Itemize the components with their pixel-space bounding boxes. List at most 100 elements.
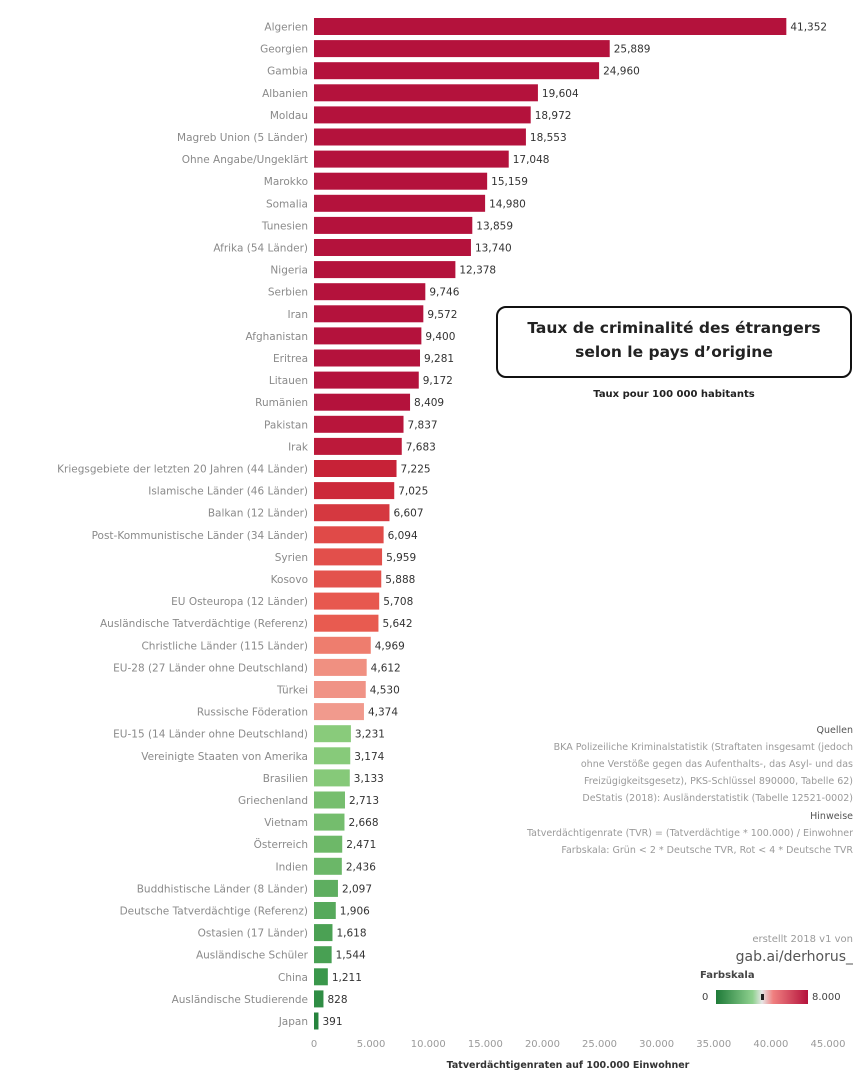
category-label: Iran <box>287 309 308 321</box>
value-label: 9,746 <box>429 287 459 299</box>
category-label: Balkan (12 Länder) <box>208 508 308 520</box>
bars-group <box>314 18 787 1030</box>
bar <box>314 968 328 986</box>
bar <box>314 791 345 809</box>
hints-block: Hinweise Tatverdächtigenrate (TVR) = (Ta… <box>413 808 853 859</box>
category-label: EU-28 (27 Länder ohne Deutschland) <box>113 662 308 674</box>
value-label: 12,378 <box>459 265 496 277</box>
value-label: 2,471 <box>346 839 376 851</box>
category-label: Afghanistan <box>245 331 308 343</box>
value-label: 5,708 <box>383 596 413 608</box>
x-tick-label: 30.000 <box>639 1039 674 1050</box>
bar <box>314 924 333 942</box>
bar <box>314 725 351 743</box>
legend-max-label: 8.000 <box>812 992 841 1003</box>
hints-heading: Hinweise <box>810 811 853 822</box>
bar <box>314 703 364 721</box>
bar <box>314 504 390 522</box>
x-tick-label: 45.000 <box>811 1039 846 1050</box>
bar <box>314 216 473 234</box>
bar <box>314 482 395 500</box>
category-label: Tunesien <box>261 220 308 232</box>
category-label: Magreb Union (5 Länder) <box>177 132 308 144</box>
value-label: 5,888 <box>385 574 415 586</box>
category-label: Rumänien <box>255 397 308 409</box>
category-label: Serbien <box>268 287 308 299</box>
bar <box>314 305 424 323</box>
value-label: 2,668 <box>348 817 378 829</box>
category-label: Pakistan <box>264 419 308 431</box>
value-label: 1,211 <box>332 972 362 984</box>
category-label: Indien <box>276 861 308 873</box>
sources-line: Freizügigkeitsgesetz), PKS-Schlüssel 890… <box>583 776 853 787</box>
bar <box>314 40 610 58</box>
category-label: Albanien <box>262 88 308 100</box>
category-label: Türkei <box>276 685 308 697</box>
category-label: Vereinigte Staaten von Amerika <box>141 751 308 763</box>
hints-line: Farbskala: Grün < 2 * Deutsche TVR, Rot … <box>561 845 853 856</box>
x-tick-label: 40.000 <box>753 1039 788 1050</box>
sources-line: DeStatis (2018): Ausländerstatistik (Tab… <box>582 793 853 804</box>
category-label: Georgien <box>260 44 308 56</box>
category-label: Russische Föderation <box>197 707 308 719</box>
bar <box>314 526 384 544</box>
category-label: Ausländische Tatverdächtige (Referenz) <box>100 618 308 630</box>
category-label: Eritrea <box>273 353 308 365</box>
value-label: 2,436 <box>346 861 376 873</box>
value-label: 14,980 <box>489 198 526 210</box>
bar <box>314 769 350 787</box>
category-label: EU-15 (14 Länder ohne Deutschland) <box>113 729 308 741</box>
category-label: Kriegsgebiete der letzten 20 Jahren (44 … <box>57 464 308 476</box>
category-label: Irak <box>288 441 309 453</box>
bar <box>314 437 402 455</box>
value-label: 4,374 <box>368 707 398 719</box>
sources-line: ohne Verstöße gegen das Aufenthalts-, da… <box>580 759 853 770</box>
bar <box>314 128 526 146</box>
category-label: Kosovo <box>271 574 308 586</box>
category-label: Post-Kommunistische Länder (34 Länder) <box>92 530 308 542</box>
bar <box>314 658 367 676</box>
bar <box>314 990 324 1008</box>
bar <box>314 393 411 411</box>
bar <box>314 548 383 566</box>
x-tick-label: 15.000 <box>468 1039 503 1050</box>
category-label: Ostasien (17 Länder) <box>198 928 308 940</box>
value-label: 2,713 <box>349 795 379 807</box>
category-label: Ausländische Schüler <box>196 950 309 962</box>
value-label: 4,969 <box>375 640 405 652</box>
bar <box>314 261 456 279</box>
credit-handle: gab.ai/derhorus_ <box>735 949 853 965</box>
bar <box>314 349 421 367</box>
value-label: 25,889 <box>614 44 651 56</box>
value-label: 1,618 <box>336 928 366 940</box>
category-label: Brasilien <box>263 773 308 785</box>
value-label: 13,740 <box>475 243 512 255</box>
category-label: Litauen <box>269 375 308 387</box>
bar <box>314 570 382 588</box>
value-label: 7,837 <box>408 419 438 431</box>
category-label: Christliche Länder (115 Länder) <box>141 640 308 652</box>
bar <box>314 813 345 831</box>
sources-heading: Quellen <box>816 725 853 736</box>
bar <box>314 62 600 80</box>
x-tick-label: 25.000 <box>582 1039 617 1050</box>
value-label: 13,859 <box>476 220 513 232</box>
category-label: Nigeria <box>270 265 308 277</box>
category-label: Islamische Länder (46 Länder) <box>148 486 308 498</box>
category-label: Afrika (54 Länder) <box>213 243 308 255</box>
category-label: Buddhistische Länder (8 Länder) <box>137 883 308 895</box>
value-label: 9,400 <box>425 331 455 343</box>
legend-title: Farbskala <box>700 970 755 981</box>
category-label: Algerien <box>264 22 308 34</box>
category-labels-group: Algerien Georgien Gambia Albanien Moldau Magr… <box>57 22 309 1029</box>
overlay-subtitle: Taux pour 100 000 habitants <box>593 389 755 400</box>
bar <box>314 460 397 477</box>
value-label: 3,231 <box>355 729 385 741</box>
value-labels-group: 41,352 25,889 24,960 19,604 18,972 18,553 17,0… <box>322 22 827 1029</box>
value-label: 7,025 <box>398 486 428 498</box>
category-label: Japan <box>278 1016 308 1028</box>
value-label: 8,409 <box>414 397 444 409</box>
category-label: Somalia <box>266 198 308 210</box>
legend-min-label: 0 <box>702 992 709 1003</box>
